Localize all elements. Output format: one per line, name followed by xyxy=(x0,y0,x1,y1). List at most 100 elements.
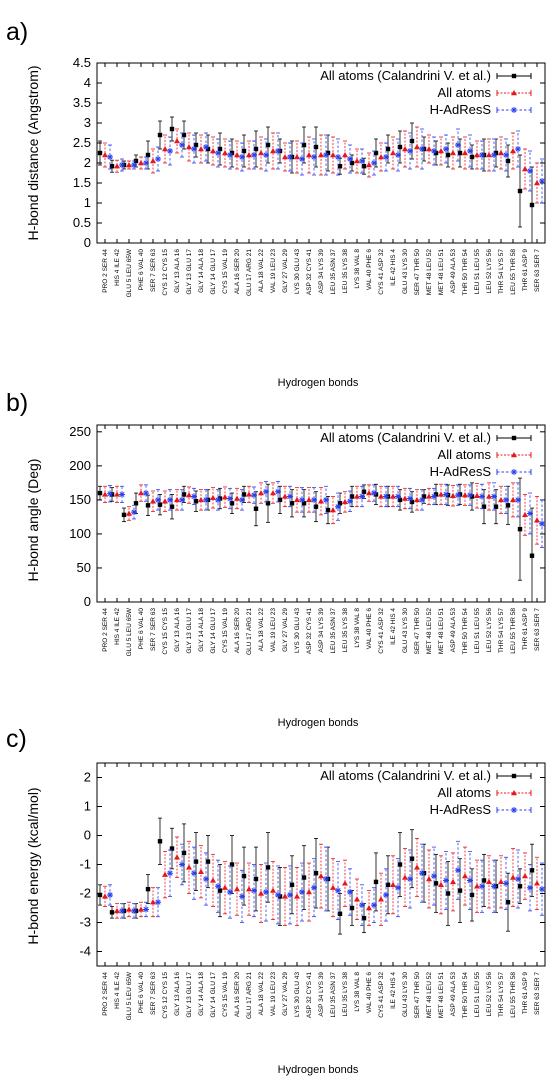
data-point xyxy=(234,152,240,158)
x-tick-label: GLY 14 ALA 18 xyxy=(198,972,205,1016)
data-point xyxy=(239,154,245,160)
data-point xyxy=(97,892,103,898)
data-point xyxy=(102,152,108,158)
data-point xyxy=(263,889,269,896)
data-point xyxy=(335,154,341,160)
data-point xyxy=(270,887,276,893)
data-point xyxy=(515,876,521,882)
legend-marker xyxy=(511,73,517,79)
x-tick-label: GLY 13 GLU 17 xyxy=(186,249,193,295)
data-point xyxy=(258,150,264,156)
data-point xyxy=(234,886,240,892)
data-point xyxy=(397,497,403,503)
data-point xyxy=(438,148,444,154)
data-point xyxy=(409,138,415,144)
data-point xyxy=(335,887,341,894)
data-point xyxy=(450,492,456,498)
x-tick-label: VAL 40 PHE 6 xyxy=(366,608,373,650)
x-tick-label: GLU 5 LEU 65W xyxy=(126,607,133,656)
data-point xyxy=(395,152,401,158)
data-point xyxy=(193,499,199,504)
data-point xyxy=(198,496,204,503)
data-point xyxy=(133,501,139,506)
x-tick-label: GLY 13 GLU 17 xyxy=(186,608,193,654)
legend-marker xyxy=(511,90,517,96)
data-point xyxy=(215,883,221,890)
data-point xyxy=(222,884,228,890)
x-tick-label: LYS 30 GLU 43 xyxy=(294,972,301,1017)
data-point xyxy=(479,152,485,158)
x-tick-label: THR 50 THR 54 xyxy=(462,972,469,1019)
data-point xyxy=(534,180,540,186)
data-point xyxy=(438,881,444,887)
data-point xyxy=(491,883,497,890)
data-point xyxy=(138,490,144,496)
data-point xyxy=(179,861,185,868)
data-point xyxy=(251,492,257,499)
legend-label: H-AdResS xyxy=(430,102,492,117)
data-point xyxy=(409,499,415,505)
data-point xyxy=(493,504,499,509)
legend-marker xyxy=(511,773,517,779)
data-point xyxy=(498,150,504,156)
data-point xyxy=(469,154,475,160)
x-tick-label: MET 48 LEU 51 xyxy=(438,608,445,655)
x-tick-label: HIS 4 ILE 42 xyxy=(114,249,121,286)
data-point xyxy=(143,906,149,913)
data-point xyxy=(119,491,125,498)
data-point xyxy=(455,492,461,499)
x-tick-label: CYS 15 VAL 19 xyxy=(222,972,229,1017)
x-tick-label: ASP 49 ALA 53 xyxy=(450,972,457,1017)
data-point xyxy=(306,496,312,503)
data-point xyxy=(407,495,413,502)
x-tick-label: SER 7 SER 63 xyxy=(150,249,157,292)
data-point xyxy=(150,899,156,905)
data-point xyxy=(474,883,480,889)
y-tick-label: -1 xyxy=(79,857,91,872)
x-tick-label: ASP 32 CYS 41 xyxy=(306,972,313,1019)
data-point xyxy=(349,905,355,911)
x-tick-label: LEU 35 ASN 37 xyxy=(330,249,337,295)
data-point xyxy=(505,900,511,905)
data-point xyxy=(342,880,348,886)
data-point xyxy=(486,878,492,885)
data-point xyxy=(270,148,276,154)
data-point xyxy=(174,496,180,503)
data-point xyxy=(498,496,504,503)
data-point xyxy=(349,494,355,499)
x-tick-label: HIS 4 ILE 42 xyxy=(114,972,121,1009)
data-point xyxy=(311,884,317,891)
data-point xyxy=(150,158,156,164)
data-point xyxy=(318,498,324,504)
x-tick-label: LEU 52 LYS 56 xyxy=(486,608,493,653)
legend-label: H-AdResS xyxy=(430,464,492,479)
data-point xyxy=(294,154,300,160)
data-point xyxy=(179,496,185,503)
x-tick-label: THR 61 ASP 9 xyxy=(522,249,529,292)
data-point xyxy=(275,488,281,495)
data-point xyxy=(167,148,173,154)
data-point xyxy=(241,873,247,879)
data-point xyxy=(354,493,360,499)
x-tick-label: CYS 41 ASP 32 xyxy=(378,608,385,654)
data-point xyxy=(263,488,269,495)
data-point xyxy=(323,876,329,882)
data-point xyxy=(455,867,461,874)
x-tick-label: MET 48 LEU 52 xyxy=(426,608,433,655)
x-tick-label: MET 48 LEU 51 xyxy=(438,249,445,296)
x-tick-label: PHE 6 VAL 40 xyxy=(138,972,145,1014)
x-tick-label: ASP 49 ALA 53 xyxy=(450,608,457,653)
y-tick-label: 50 xyxy=(77,560,91,575)
x-tick-label: GLU 17 ARG 21 xyxy=(246,249,253,296)
data-point xyxy=(299,496,305,503)
data-point xyxy=(246,886,252,892)
data-point xyxy=(491,152,497,158)
x-axis-label: Hydrogen bonds xyxy=(278,717,359,729)
y-tick-label: 250 xyxy=(69,424,91,439)
legend-label: All atoms (Calandrini V. et al.) xyxy=(320,768,491,783)
data-point xyxy=(191,146,197,152)
x-tick-label: GLU 43 LYS 30 xyxy=(402,608,409,653)
data-point xyxy=(517,188,523,194)
data-point xyxy=(503,496,509,503)
data-point xyxy=(335,503,341,510)
